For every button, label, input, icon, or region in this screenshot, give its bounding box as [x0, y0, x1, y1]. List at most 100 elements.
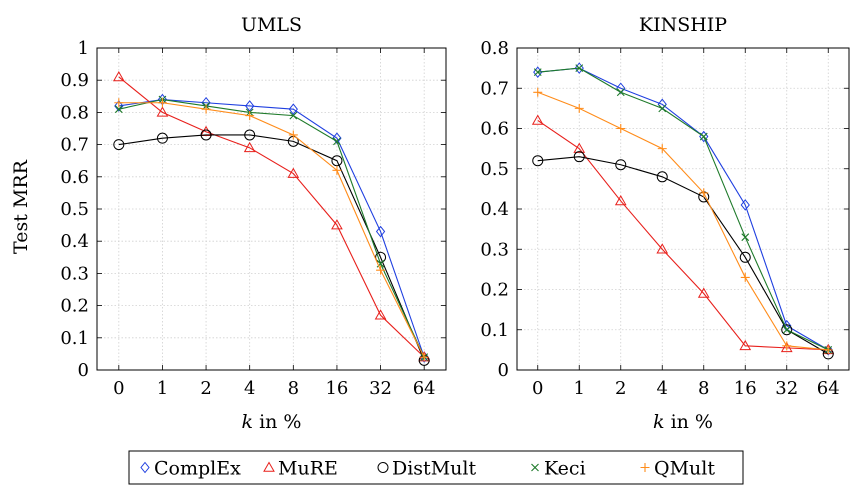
data-point	[574, 62, 584, 74]
legend-label: Keci	[544, 458, 586, 480]
x-tick-label: 0	[113, 378, 124, 399]
data-point	[156, 132, 168, 144]
series-line	[537, 91, 829, 351]
data-point	[531, 114, 544, 125]
y-axis-label: Test MRR	[10, 159, 32, 254]
data-point	[823, 345, 833, 355]
data-point	[614, 194, 627, 206]
chart-umls: 0 0.1 0.2 0.3 0.4 0.5 0.6 0.7 0.8 0.9 1 0 1 2 4 8 16 32 64…	[60, 14, 447, 433]
data-point	[200, 129, 212, 141]
data-point	[532, 155, 544, 167]
legend-marker-mure	[263, 461, 275, 472]
x-tick-label: 32	[775, 378, 798, 399]
series-qmult	[533, 87, 833, 355]
data-point	[332, 132, 342, 144]
series-line	[537, 67, 829, 351]
y-tick-label: 0	[78, 360, 89, 381]
y-tick-label: 0.7	[480, 78, 509, 99]
data-point	[533, 68, 542, 77]
data-point	[658, 104, 667, 113]
x-axis-label: k in %	[242, 411, 302, 433]
data-point	[574, 103, 584, 113]
data-point	[697, 287, 710, 298]
x-tick-label: 8	[288, 378, 299, 399]
data-point	[245, 111, 255, 121]
data-point	[656, 171, 668, 183]
data-point	[114, 105, 123, 114]
series-qmult	[114, 98, 429, 362]
data-point	[740, 199, 750, 211]
data-point	[782, 325, 791, 334]
x-tick-label: 64	[817, 378, 840, 399]
chart-kinship: 0 0.1 0.2 0.3 0.4 0.5 0.6 0.7 0.8 0 1 2 4 8 16 32 64 KINS…	[480, 14, 850, 433]
data-point	[376, 265, 386, 275]
x-tick-label: 2	[200, 378, 211, 399]
data-point	[374, 309, 387, 320]
series-distmult	[532, 151, 834, 360]
data-point	[244, 129, 256, 141]
y-tick-label: 0.2	[480, 280, 509, 301]
x-tick-label: 1	[574, 378, 585, 399]
series-line	[537, 119, 829, 351]
legend-label: MuRE	[278, 458, 338, 480]
data-point	[331, 155, 343, 167]
data-point	[657, 98, 667, 111]
x-tick-label: 32	[369, 378, 392, 399]
data-point	[615, 159, 627, 171]
series-distmult	[113, 129, 430, 366]
x-tick-label: 8	[698, 378, 709, 399]
data-point	[739, 339, 752, 351]
data-point	[113, 139, 125, 151]
y-tick-label: 0.6	[480, 119, 509, 140]
legend: ComplEx MuRE DistMult Keci QMult	[128, 450, 744, 485]
series-line	[537, 67, 829, 351]
series-line	[118, 102, 425, 358]
data-point	[739, 251, 751, 263]
y-tick-label: 0.6	[60, 167, 89, 188]
data-point	[780, 341, 793, 353]
legend-marker-complex	[140, 461, 150, 474]
data-point	[114, 98, 124, 108]
x-tick-label: 16	[325, 378, 348, 399]
data-point	[782, 341, 792, 351]
data-point	[287, 167, 300, 178]
y-tick-label: 0	[498, 360, 509, 381]
data-point	[616, 124, 626, 133]
data-point	[333, 137, 341, 146]
x-tick-label: 1	[157, 378, 168, 399]
data-point	[573, 151, 585, 163]
data-point	[781, 324, 793, 336]
data-point	[573, 142, 586, 153]
series-mure	[112, 70, 431, 362]
y-tick-label: 0.3	[60, 263, 89, 284]
data-point	[616, 82, 626, 95]
legend-label: ComplEx	[154, 458, 241, 480]
y-tick-label: 0.3	[480, 239, 509, 260]
x-tick-label: 4	[244, 378, 255, 399]
y-tick-label: 0.4	[60, 231, 89, 252]
data-point	[419, 352, 429, 362]
data-point	[419, 351, 429, 363]
data-point	[740, 272, 750, 282]
y-tick-label: 0.1	[60, 328, 89, 349]
legend-marker-keci	[531, 463, 539, 472]
y-tick-label: 0.1	[480, 320, 509, 341]
chart-title: UMLS	[241, 14, 302, 36]
series-complex	[114, 93, 429, 363]
legend-label: DistMult	[392, 458, 476, 480]
y-tick-label: 0.5	[60, 199, 89, 220]
y-tick-label: 1	[78, 38, 89, 59]
y-tick-label: 0.9	[60, 70, 89, 91]
data-point	[657, 144, 667, 154]
data-point	[243, 141, 256, 153]
series-line	[537, 156, 829, 355]
data-point	[375, 225, 386, 238]
data-point	[245, 100, 255, 112]
data-point	[331, 219, 343, 230]
data-point	[288, 103, 298, 115]
data-point	[575, 64, 584, 73]
x-tick-label: 0	[532, 378, 543, 399]
data-point	[112, 70, 125, 82]
data-point	[533, 66, 543, 78]
